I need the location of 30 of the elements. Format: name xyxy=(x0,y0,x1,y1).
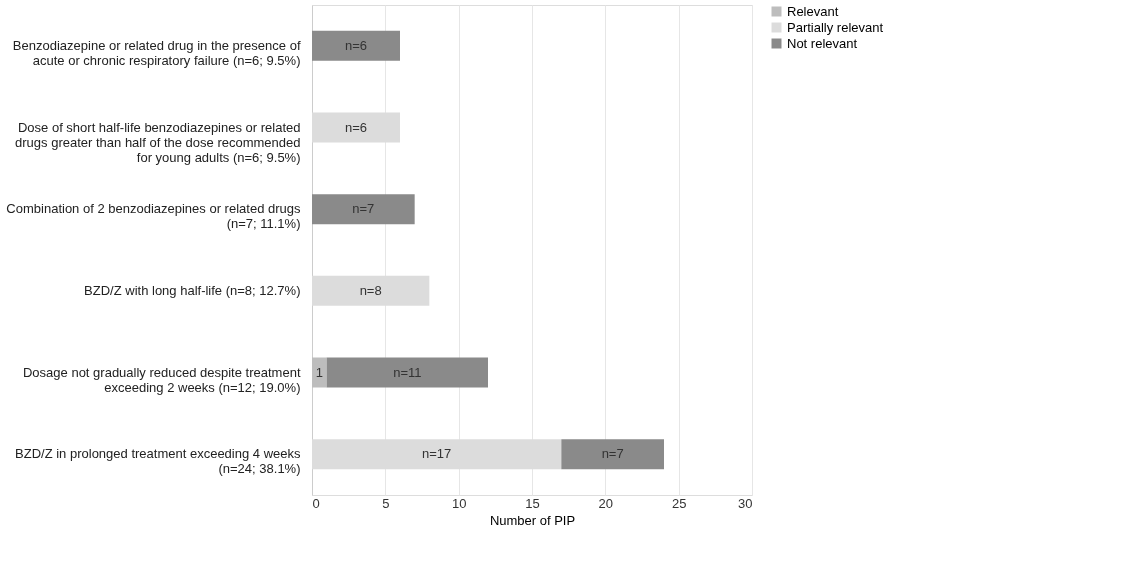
data-label: n=7 xyxy=(601,446,624,462)
bar xyxy=(312,194,415,225)
x-tick-label: 10 xyxy=(451,495,467,511)
y-tick-label: Combination of 2 benzodiazepines or related drugs (n=7; 11.1%) xyxy=(6,201,301,232)
bar xyxy=(312,357,327,388)
y-tick-label: Dose of short half-life benzodiazepines or related drugs greater than half of the dose recommended for young adults (n=6; 9.5%) xyxy=(15,119,301,165)
data-label: n=11 xyxy=(393,364,422,380)
y-tick-label: Benzodiazepine or related drug in the presence of acute or chronic respiratory failure (n=6; 9.5%) xyxy=(12,37,301,68)
x-tick-label: 5 xyxy=(382,495,390,511)
legend-label: Relevant xyxy=(787,3,839,19)
data-label: n=6 xyxy=(344,119,368,135)
x-tick-label: 25 xyxy=(671,495,687,511)
y-tick-label: Dosage not gradually reduced despite treatment exceeding 2 weeks (n=12; 19.0%) xyxy=(22,364,301,395)
y-tick-label: BZD/Z with long half-life (n=8; 12.7%) xyxy=(84,282,301,298)
legend-label: Not relevant xyxy=(787,35,858,51)
data-label: n=7 xyxy=(352,201,375,217)
data-label: 1 xyxy=(315,364,323,380)
data-label: n=6 xyxy=(344,37,368,53)
bar xyxy=(561,439,664,470)
data-label: n=17 xyxy=(422,446,452,462)
x-tick-label: 0 xyxy=(312,495,320,511)
x-tick-label: 20 xyxy=(598,495,614,511)
bar xyxy=(326,357,488,388)
x-tick-label: 15 xyxy=(525,495,540,511)
x-axis-title: Number of PIP xyxy=(489,512,576,528)
legend-label: Partially relevant xyxy=(787,19,884,35)
data-label: n=8 xyxy=(359,282,382,298)
x-tick-label: 30 xyxy=(738,495,753,511)
y-tick-label: BZD/Z in prolonged treatment exceeding 4 weeks (n=24; 38.1%) xyxy=(15,446,301,477)
bar xyxy=(312,30,400,61)
